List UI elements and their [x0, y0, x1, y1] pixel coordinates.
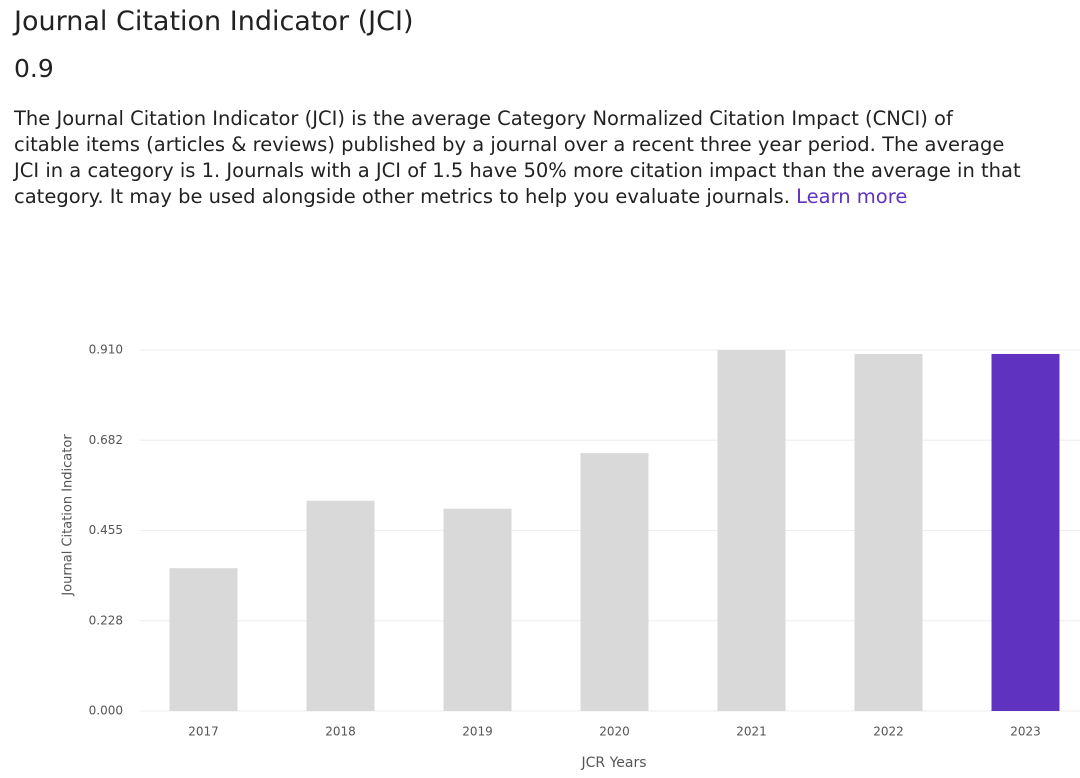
- y-tick-label: 0.910: [89, 343, 123, 357]
- y-axis-title: Journal Citation Indicator: [61, 434, 76, 597]
- x-tick-label: 2018: [325, 725, 356, 739]
- y-tick-label: 0.000: [89, 704, 123, 718]
- x-tick-label: 2023: [1010, 725, 1041, 739]
- x-tick-label: 2020: [599, 725, 630, 739]
- bar: [169, 568, 238, 711]
- x-tick-label: 2021: [736, 725, 767, 739]
- jci-value: 0.9: [14, 54, 54, 83]
- x-tick-label: 2017: [188, 725, 219, 739]
- y-tick-label: 0.455: [89, 523, 123, 537]
- bar: [443, 508, 512, 711]
- bar: [306, 500, 375, 711]
- y-tick-label: 0.228: [89, 613, 123, 627]
- x-axis-title: JCR Years: [580, 755, 646, 771]
- bar: [854, 353, 923, 711]
- description-block: The Journal Citation Indicator (JCI) is …: [14, 106, 1024, 210]
- description: The Journal Citation Indicator (JCI) is …: [14, 107, 1021, 208]
- y-tick-label: 0.682: [89, 433, 123, 447]
- bar: [991, 353, 1060, 711]
- title: Journal Citation Indicator (JCI): [14, 6, 414, 37]
- x-tick-label: 2022: [873, 725, 904, 739]
- bar: [717, 350, 786, 711]
- learn-more-link[interactable]: Learn more: [796, 185, 908, 208]
- x-tick-label: 2019: [462, 725, 493, 739]
- chart: JCR Years Journal Citation Indicator 0.0…: [61, 343, 1080, 771]
- bar: [580, 453, 649, 711]
